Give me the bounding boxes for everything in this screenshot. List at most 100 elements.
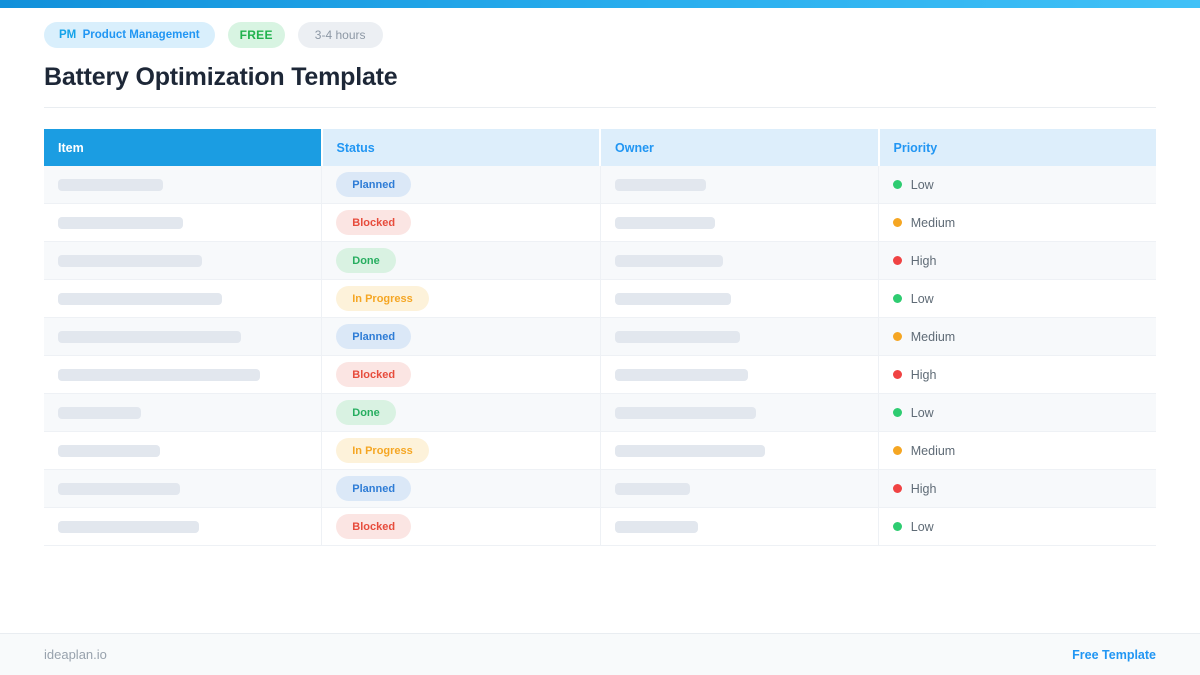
owner-cell — [601, 166, 879, 203]
table-row: Planned High — [44, 470, 1156, 508]
priority-cell: Medium — [879, 432, 1156, 469]
item-cell — [44, 470, 323, 507]
priority-dot-icon — [892, 446, 902, 455]
item-placeholder — [58, 406, 141, 419]
template-table: Item Status Owner Priority Planned Low B… — [44, 129, 1156, 546]
status-badge: Blocked — [336, 514, 412, 539]
title-divider — [44, 107, 1156, 108]
item-cell — [44, 356, 323, 393]
owner-cell — [601, 470, 879, 507]
priority-label: High — [910, 253, 937, 268]
column-header-owner: Owner — [601, 129, 880, 166]
owner-placeholder — [614, 330, 740, 343]
owner-cell — [601, 394, 879, 431]
owner-cell — [601, 432, 879, 469]
item-placeholder — [58, 444, 160, 457]
item-placeholder — [58, 292, 222, 305]
free-badge-label: FREE — [239, 28, 273, 42]
page-content: PM Product Management FREE 3-4 hours Bat… — [0, 22, 1200, 546]
owner-placeholder — [614, 292, 731, 305]
category-badge-prefix: PM — [59, 29, 77, 41]
status-badge: Blocked — [336, 362, 412, 387]
status-cell: Planned — [322, 318, 601, 355]
column-header-priority: Priority — [879, 129, 1156, 166]
status-badge: In Progress — [336, 286, 429, 311]
item-cell — [44, 242, 323, 279]
status-cell: Done — [322, 394, 601, 431]
status-badge: Planned — [336, 324, 412, 349]
priority-label: High — [910, 367, 937, 382]
table-row: Blocked Medium — [44, 204, 1156, 242]
item-cell — [44, 280, 323, 317]
status-cell: Blocked — [322, 356, 601, 393]
status-badge: Planned — [336, 172, 412, 197]
item-cell — [44, 166, 323, 203]
priority-label: Low — [910, 519, 934, 534]
status-cell: In Progress — [322, 280, 601, 317]
priority-dot-icon — [892, 408, 902, 417]
owner-cell — [601, 242, 879, 279]
owner-placeholder — [614, 178, 706, 191]
status-cell: Done — [322, 242, 601, 279]
badge-row: PM Product Management FREE 3-4 hours — [44, 22, 1156, 48]
status-badge: Done — [336, 248, 396, 273]
priority-label: Medium — [910, 329, 956, 344]
table-row: In Progress Medium — [44, 432, 1156, 470]
owner-cell — [601, 508, 879, 545]
status-badge: In Progress — [336, 438, 429, 463]
priority-dot-icon — [892, 294, 902, 303]
table-row: Planned Medium — [44, 318, 1156, 356]
priority-label: Medium — [910, 443, 956, 458]
status-badge: Planned — [336, 476, 412, 501]
priority-cell: High — [879, 356, 1156, 393]
priority-dot-icon — [892, 256, 902, 265]
owner-cell — [601, 204, 879, 241]
owner-placeholder — [614, 444, 765, 457]
duration-badge: 3-4 hours — [297, 22, 383, 48]
priority-cell: Low — [879, 394, 1156, 431]
status-cell: Planned — [322, 470, 601, 507]
item-placeholder — [58, 520, 199, 533]
category-badge-label: Product Management — [82, 29, 200, 41]
item-placeholder — [58, 216, 183, 229]
status-cell: Blocked — [322, 508, 601, 545]
owner-placeholder — [614, 368, 748, 381]
owner-placeholder — [614, 406, 756, 419]
item-placeholder — [58, 178, 163, 191]
item-cell — [44, 318, 323, 355]
priority-cell: Medium — [879, 204, 1156, 241]
priority-label: Medium — [910, 215, 956, 230]
owner-placeholder — [614, 254, 723, 267]
priority-dot-icon — [892, 180, 902, 189]
item-placeholder — [58, 368, 260, 381]
owner-cell — [601, 318, 879, 355]
status-cell: Planned — [322, 166, 601, 203]
category-badge: PM Product Management — [44, 22, 215, 48]
table-body: Planned Low Blocked Medium Done — [44, 166, 1156, 546]
footer-free-template-link[interactable]: Free Template — [1072, 647, 1156, 662]
item-cell — [44, 432, 323, 469]
status-badge: Done — [336, 400, 396, 425]
owner-placeholder — [614, 216, 715, 229]
owner-placeholder — [614, 482, 690, 495]
table-row: Planned Low — [44, 166, 1156, 204]
priority-dot-icon — [892, 484, 902, 493]
owner-cell — [601, 356, 879, 393]
free-badge: FREE — [227, 22, 285, 48]
owner-placeholder — [614, 520, 698, 533]
footer: ideaplan.io Free Template — [0, 633, 1200, 675]
table-row: Done High — [44, 242, 1156, 280]
table-row: In Progress Low — [44, 280, 1156, 318]
status-cell: In Progress — [322, 432, 601, 469]
duration-badge-label: 3-4 hours — [314, 28, 366, 42]
status-cell: Blocked — [322, 204, 601, 241]
priority-dot-icon — [892, 332, 902, 341]
top-accent-bar — [0, 0, 1200, 8]
table-row: Blocked High — [44, 356, 1156, 394]
priority-dot-icon — [892, 370, 902, 379]
item-placeholder — [58, 254, 202, 267]
priority-cell: Low — [879, 280, 1156, 317]
footer-site-name: ideaplan.io — [44, 647, 107, 662]
column-header-item: Item — [44, 129, 323, 166]
item-cell — [44, 204, 323, 241]
